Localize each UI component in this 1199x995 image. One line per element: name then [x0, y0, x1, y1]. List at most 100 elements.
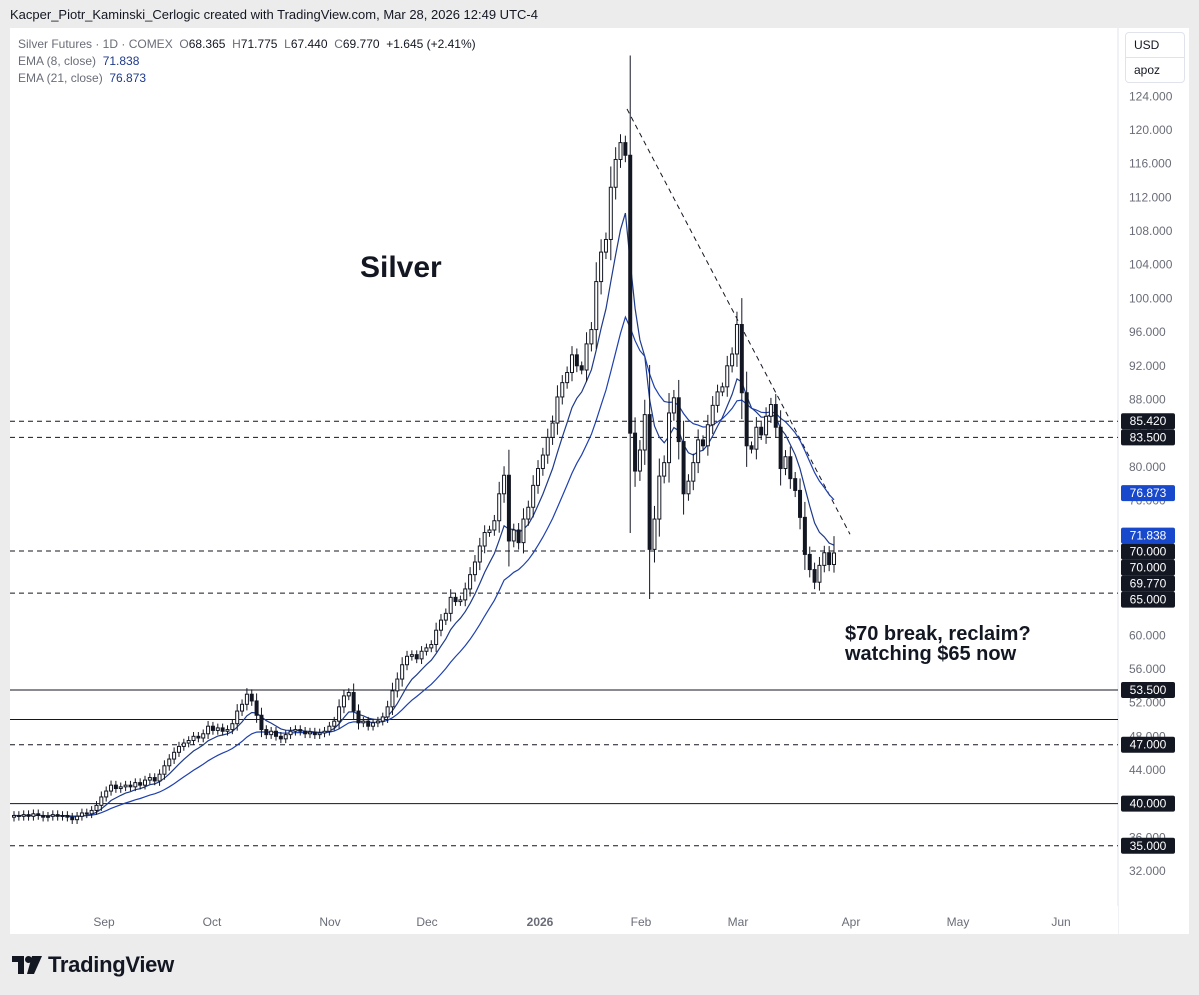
candle-body [550, 422, 555, 438]
candle-body [599, 251, 604, 283]
x-tick-label: Oct [203, 915, 222, 929]
candle-body [240, 703, 245, 712]
candle-body [497, 493, 502, 522]
candle-body [172, 751, 177, 760]
candle-body [385, 706, 390, 718]
candle-body [118, 786, 123, 790]
candle-body [594, 281, 599, 331]
trendline[interactable] [626, 108, 851, 535]
candle-body [793, 478, 798, 491]
candle-body [181, 742, 186, 747]
candle-body [123, 784, 128, 788]
header-credit: Kacper_Piotr_Kaminski_Cerlogic created w… [10, 7, 538, 22]
candle-body [186, 740, 191, 744]
price-tag [1121, 413, 1175, 430]
candle-body [89, 809, 94, 815]
candle-body [429, 644, 434, 649]
candle-body [79, 812, 84, 817]
y-tick-label: 120.000 [1129, 123, 1173, 137]
y-tick-label: 104.000 [1129, 258, 1173, 272]
candle-body [143, 779, 148, 786]
candle-body [395, 678, 400, 692]
candle-body [715, 391, 720, 406]
candle-body [739, 324, 744, 394]
candle-body [104, 790, 109, 798]
candle-body [725, 365, 730, 388]
legend-o-label: O [179, 37, 189, 51]
candle-body [536, 468, 541, 486]
legend-l-label: L [284, 37, 291, 51]
candle-body [94, 804, 99, 811]
candle-body [128, 784, 133, 788]
candle-body [647, 414, 652, 550]
ema8-value: 71.838 [102, 54, 140, 68]
candle-body [681, 441, 686, 495]
legend-ema21[interactable]: EMA (21, close) 76.873 [18, 71, 146, 85]
candle-body [443, 612, 448, 621]
candle-body [225, 729, 230, 732]
candle-body [565, 372, 570, 384]
candle-body [16, 814, 21, 817]
x-tick-label: Sep [93, 915, 115, 929]
candle-body [327, 725, 332, 732]
x-tick-label: Jun [1051, 915, 1070, 929]
candle-body [730, 353, 735, 367]
ema21-line[interactable] [13, 315, 835, 817]
note-line-1: $70 break, reclaim? [845, 623, 1031, 645]
candle-body [734, 324, 739, 355]
legend-symbol: Silver Futures · 1D · COMEX [18, 37, 173, 51]
legend-ema8[interactable]: EMA (8, close) 71.838 [18, 54, 139, 68]
candle-body [191, 735, 196, 742]
candle-body [783, 456, 788, 470]
candle-body [686, 480, 691, 495]
price-tag-label: 53.500 [1130, 683, 1167, 697]
candle-body [11, 814, 17, 818]
note-line-2: watching $65 now [844, 643, 1017, 665]
candle-body [312, 731, 317, 736]
candle-body [400, 664, 405, 680]
candle-body [584, 343, 589, 371]
candle-body [405, 655, 410, 666]
x-tick-label: May [947, 915, 970, 929]
candle-body [201, 733, 206, 739]
candle-body [754, 426, 759, 450]
candle-body [482, 532, 487, 547]
candle-body [109, 784, 114, 792]
candle-body [235, 710, 240, 725]
candle-body [628, 154, 633, 434]
unit-button[interactable]: apoz [1125, 57, 1185, 83]
candle-body [642, 414, 647, 451]
candle-body [162, 765, 167, 775]
candle-body [332, 720, 337, 727]
price-tag [1121, 543, 1175, 560]
candle-body [812, 569, 817, 583]
x-tick-label: Apr [842, 915, 861, 929]
ema21-label: EMA (21, close) [18, 71, 103, 85]
candle-body [210, 725, 215, 731]
tradingview-logo[interactable]: TradingView [12, 952, 174, 978]
candle-body [768, 404, 773, 417]
candle-body [502, 474, 507, 495]
candle-body [206, 725, 211, 735]
legend-high: 71.775 [240, 37, 278, 51]
header-bar: Kacper_Piotr_Kaminski_Cerlogic created w… [0, 0, 1199, 28]
candle-body [278, 735, 283, 740]
candle-body [414, 654, 419, 660]
candle-body [744, 392, 749, 447]
price-tag [1121, 527, 1175, 544]
currency-button[interactable]: USD [1125, 32, 1185, 58]
candle-body [637, 449, 642, 472]
candle-body [511, 529, 516, 542]
candle-body [133, 782, 138, 788]
candle-body [84, 812, 89, 815]
candle-body [788, 456, 793, 480]
candle-body [623, 142, 628, 156]
candle-body [269, 730, 274, 736]
candle-body [798, 489, 803, 518]
candle-body [303, 730, 308, 735]
candle-body [613, 158, 618, 188]
candle-body [472, 561, 477, 576]
chart-title: Silver [360, 251, 442, 284]
candle-body [831, 552, 837, 566]
